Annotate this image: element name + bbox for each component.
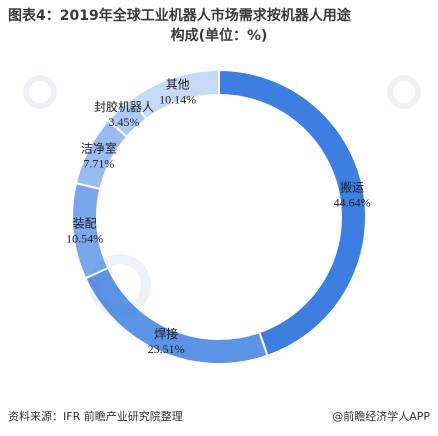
- label-sealing: 封胶机器人 3.45%: [94, 99, 154, 129]
- label-handling: 搬运 44.64%: [334, 179, 371, 209]
- footer: 资料来源：IFR 前瞻产业研究院整理 @前瞻经济学人APP: [0, 400, 438, 436]
- chart-title-line1: 图表4：2019年全球工业机器人市场需求按机器人用途: [8, 8, 351, 24]
- label-assembly: 装配 10.54%: [66, 216, 103, 245]
- chart-title-line2: 构成(单位：%): [170, 28, 268, 44]
- label-cleanroom: 洁净室 7.71%: [81, 140, 117, 170]
- label-value-handling: 44.64%: [334, 195, 371, 209]
- label-category-handling: 搬运: [340, 179, 364, 194]
- label-value-sealing: 3.45%: [109, 115, 140, 129]
- label-category-assembly: 装配: [73, 216, 97, 230]
- slice-other: [130, 68, 220, 121]
- label-other: 其他 10.14%: [159, 78, 196, 107]
- label-value-welding: 23.51%: [148, 342, 185, 356]
- donut-slices: [71, 68, 367, 365]
- label-category-cleanroom: 洁净室: [81, 140, 117, 155]
- label-category-welding: 焊接: [154, 326, 178, 341]
- label-category-other: 其他: [166, 78, 190, 92]
- slice-handling: [218, 68, 367, 358]
- label-welding: 焊接 23.51%: [148, 326, 185, 356]
- source-note: 资料来源：IFR 前瞻产业研究院整理: [8, 410, 183, 423]
- donut-labels: 搬运 44.64% 焊接 23.51% 装配 10.54% 洁净室 7.71% 封胶机器人 3.4…: [66, 78, 370, 357]
- chart-title: 图表4：2019年全球工业机器人市场需求按机器人用途 构成(单位：%): [0, 0, 438, 52]
- label-value-assembly: 10.54%: [66, 231, 103, 245]
- donut-chart: 搬运 44.64% 焊接 23.51% 装配 10.54% 洁净室 7.71% 封胶机器人 3.4…: [66, 68, 371, 365]
- credit-note: @前瞻经济学人APP: [332, 410, 430, 423]
- label-value-other: 10.14%: [159, 93, 196, 107]
- label-category-sealing: 封胶机器人: [94, 99, 154, 114]
- label-value-cleanroom: 7.71%: [83, 156, 114, 170]
